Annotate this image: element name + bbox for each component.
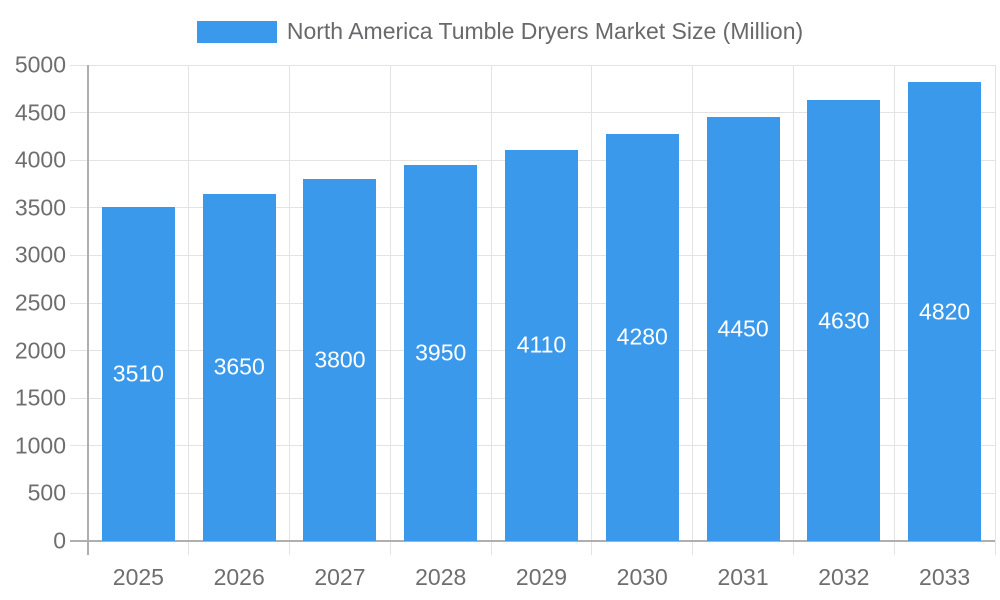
x-axis-tick xyxy=(692,541,694,555)
bar-2031[interactable] xyxy=(706,117,780,541)
x-axis-tick xyxy=(591,541,593,555)
x-axis-tick xyxy=(994,541,996,555)
bar-2029[interactable] xyxy=(505,149,578,541)
bar-value-label: 4630 xyxy=(818,307,870,334)
x-axis-tick xyxy=(490,541,492,555)
y-axis-line xyxy=(87,65,89,555)
y-axis-tick xyxy=(70,445,88,447)
bar-value-label: 4280 xyxy=(616,323,668,350)
bar-value-label: 3950 xyxy=(415,339,467,366)
y-gridline xyxy=(88,64,995,66)
bar-value-label: 4110 xyxy=(516,331,567,358)
x-gridline xyxy=(994,65,996,541)
bar-2030[interactable] xyxy=(605,133,679,541)
y-axis-tick xyxy=(70,350,88,352)
y-axis-tick xyxy=(70,302,88,304)
bar-2027[interactable] xyxy=(303,179,377,541)
y-axis-label: 1000 xyxy=(14,432,66,459)
bar-value-label: 3650 xyxy=(213,353,265,380)
bar-value-label: 3800 xyxy=(314,346,366,373)
x-axis-label: 2026 xyxy=(213,564,265,590)
y-axis-tick xyxy=(70,207,88,209)
x-gridline xyxy=(792,65,794,541)
x-axis-tick xyxy=(893,541,895,555)
y-axis-label: 3000 xyxy=(14,241,66,268)
y-axis-label: 4000 xyxy=(14,146,66,173)
y-axis-label: 3500 xyxy=(14,194,66,221)
y-axis-tick xyxy=(70,254,88,256)
x-axis-tick xyxy=(289,541,291,555)
bar-2025[interactable] xyxy=(101,206,175,541)
x-axis-label: 2032 xyxy=(818,564,870,590)
y-axis-tick xyxy=(70,112,88,114)
x-axis-line xyxy=(70,540,995,542)
x-gridline xyxy=(188,65,190,541)
x-axis-tick xyxy=(188,541,190,555)
y-axis-tick xyxy=(70,159,88,161)
x-axis-tick xyxy=(792,541,794,555)
x-axis-label: 2027 xyxy=(314,564,366,590)
bar-value-label: 4820 xyxy=(919,298,971,325)
x-gridline xyxy=(591,65,593,541)
x-axis-label: 2031 xyxy=(717,564,769,590)
bar-2028[interactable] xyxy=(404,164,478,541)
y-gridline xyxy=(88,112,995,114)
x-axis-label: 2030 xyxy=(616,564,668,590)
x-gridline xyxy=(893,65,895,541)
y-axis-tick xyxy=(70,492,88,494)
bar-2026[interactable] xyxy=(202,193,276,541)
legend-item[interactable]: North America Tumble Dryers Market Size … xyxy=(196,18,804,44)
x-axis-tick xyxy=(389,541,391,555)
y-axis-label: 5000 xyxy=(14,51,66,78)
legend: North America Tumble Dryers Market Size … xyxy=(0,20,1000,43)
x-gridline xyxy=(389,65,391,541)
legend-swatch xyxy=(196,20,277,43)
bar-2033[interactable] xyxy=(908,82,982,541)
legend-label: North America Tumble Dryers Market Size … xyxy=(286,18,804,44)
x-gridline xyxy=(490,65,492,541)
bar-value-label: 3510 xyxy=(112,360,164,387)
x-axis-label: 2029 xyxy=(515,564,568,590)
y-axis-label: 2500 xyxy=(14,289,66,316)
x-gridline xyxy=(692,65,694,541)
y-axis-tick xyxy=(70,64,88,66)
x-axis-label: 2033 xyxy=(919,564,971,590)
x-axis-label: 2025 xyxy=(112,564,164,590)
y-axis-label: 500 xyxy=(27,479,66,506)
bar-value-label: 4450 xyxy=(717,315,769,342)
y-axis-label: 2000 xyxy=(14,337,66,364)
x-axis-label: 2028 xyxy=(415,564,467,590)
x-gridline xyxy=(289,65,291,541)
y-axis-label: 4500 xyxy=(14,99,66,126)
y-axis-label: 1500 xyxy=(14,384,66,411)
y-axis-label: 0 xyxy=(53,527,66,554)
bar-2032[interactable] xyxy=(807,100,881,541)
y-axis-tick xyxy=(70,397,88,399)
